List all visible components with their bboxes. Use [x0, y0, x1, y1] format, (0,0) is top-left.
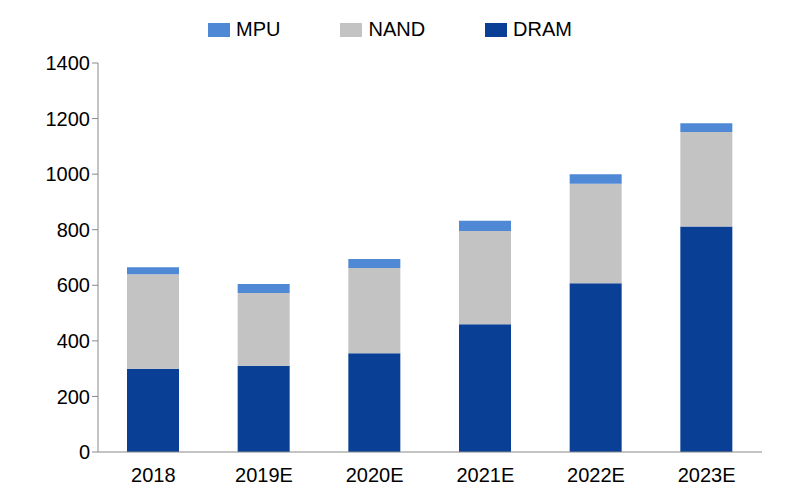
svg-text:400: 400	[57, 330, 90, 352]
svg-text:0: 0	[79, 441, 90, 463]
html-text:NAND: NAND	[368, 18, 426, 40]
svg-text:800: 800	[57, 219, 90, 241]
svg-text:1400: 1400	[46, 52, 91, 74]
svg-text:2020E: 2020E	[346, 464, 404, 486]
svg-text:2021E: 2021E	[456, 464, 514, 486]
html-text:DRAM: DRAM	[513, 18, 572, 40]
svg-text:1000: 1000	[46, 163, 91, 185]
svg-text:2018: 2018	[131, 464, 176, 486]
svg-text:600: 600	[57, 274, 90, 296]
svg-text:1200: 1200	[46, 108, 91, 130]
svg-text:2023E: 2023E	[678, 464, 736, 486]
html-text:MPU: MPU	[236, 18, 281, 40]
svg-text:2019E: 2019E	[235, 464, 293, 486]
svg-text:2022E: 2022E	[567, 464, 625, 486]
svg-text:200: 200	[57, 386, 90, 408]
